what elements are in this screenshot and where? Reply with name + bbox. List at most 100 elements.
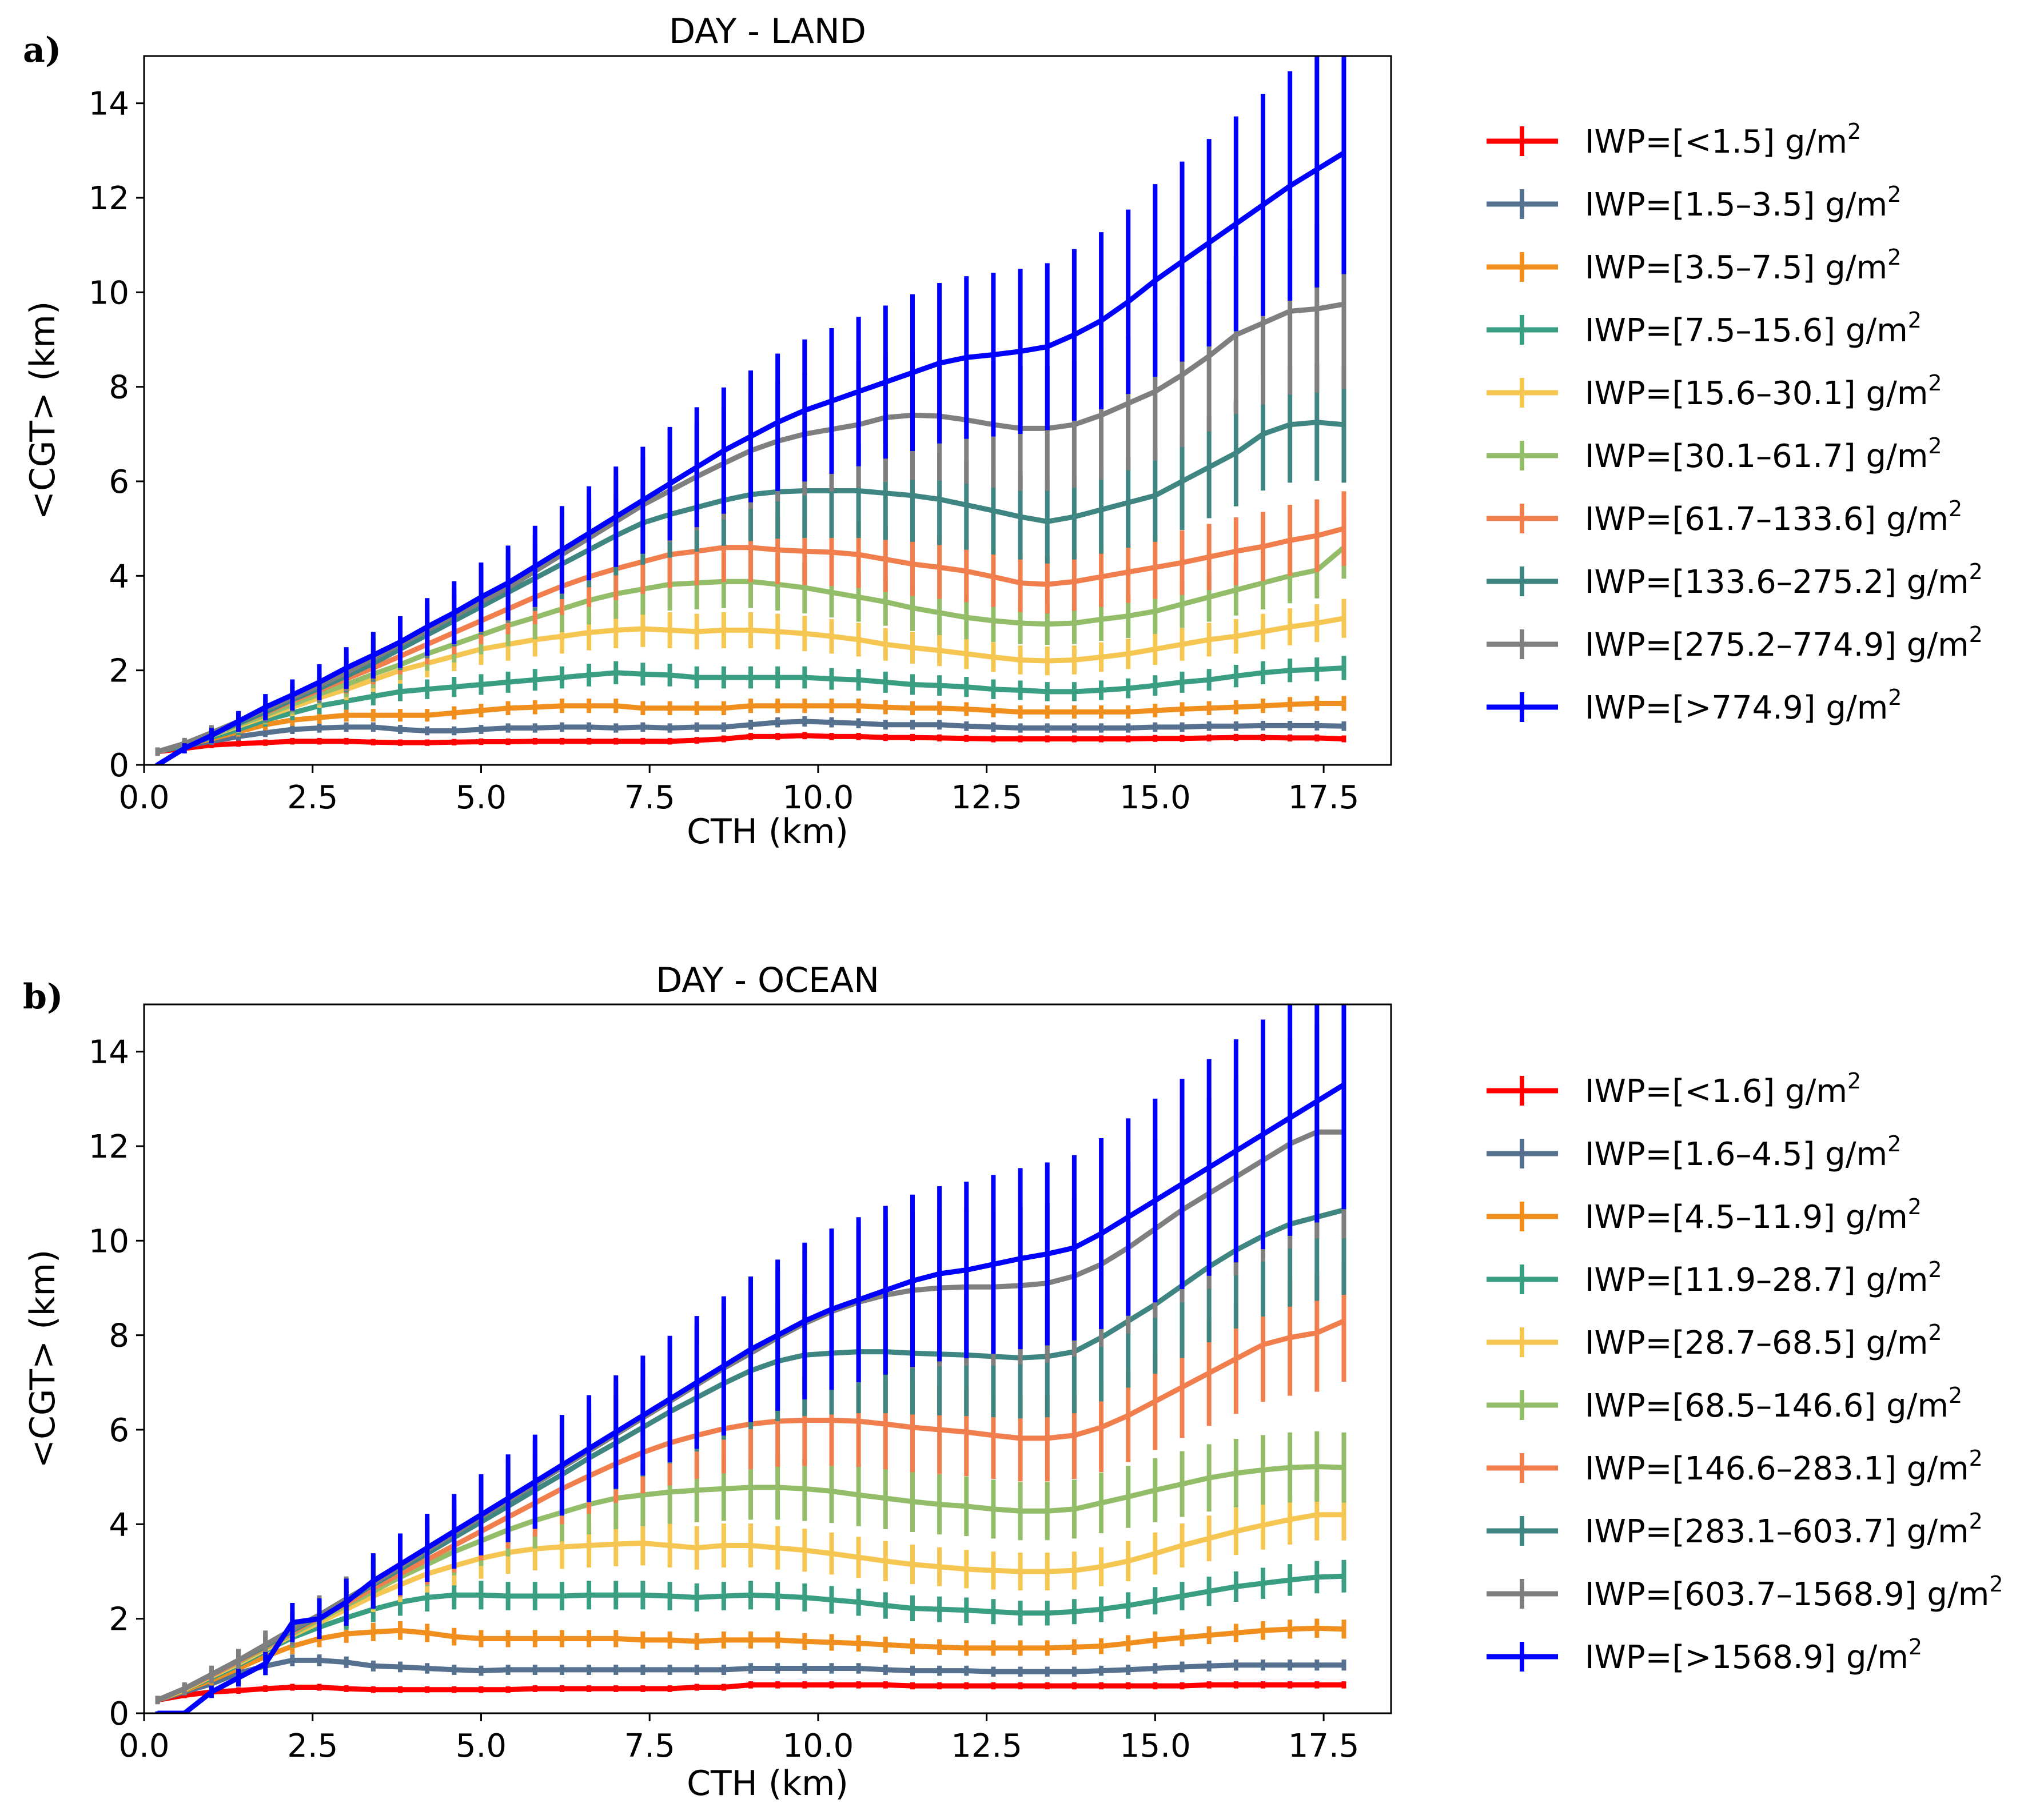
legend-label: IWP=[<1.5] g/m2 xyxy=(1585,119,1861,161)
legend-label: IWP=[603.7–1568.9] g/m2 xyxy=(1585,1571,2003,1613)
legend-label: IWP=[3.5–7.5] g/m2 xyxy=(1585,245,1901,286)
legend-superscript: 2 xyxy=(1989,1571,2003,1597)
y-tick-label: 0 xyxy=(109,1696,129,1733)
series-line xyxy=(156,150,1345,765)
legend-superscript: 2 xyxy=(1887,182,1901,207)
x-tick-label: 5.0 xyxy=(456,779,507,816)
x-tick-label: 2.5 xyxy=(287,1728,338,1765)
series-line xyxy=(157,1082,1345,1713)
x-tick-label: 7.5 xyxy=(624,1728,675,1765)
series-line xyxy=(157,665,1344,755)
legend-superscript: 2 xyxy=(1949,496,1962,521)
y-tick-label: 14 xyxy=(89,1034,129,1071)
series-line xyxy=(157,526,1345,755)
legend-superscript: 2 xyxy=(1908,308,1922,333)
x-tick-label: 5.0 xyxy=(456,1728,507,1765)
series-line xyxy=(157,616,1345,755)
series-line xyxy=(157,719,1344,755)
x-tick-label: 2.5 xyxy=(287,779,338,816)
legend-item: IWP=[283.1–603.7] g/m2 xyxy=(1487,1509,1983,1550)
x-tick-label: 0.0 xyxy=(118,779,169,816)
legend-item: IWP=[>1568.9] g/m2 xyxy=(1487,1634,1922,1676)
legend-superscript: 2 xyxy=(1928,1320,1942,1345)
series-line xyxy=(157,1682,1344,1703)
panel-b: b) DAY - OCEAN 0.0 2.5 5.0 7.5 10.0 12.5 15.0 17.… xyxy=(23,960,2003,1804)
series-5 xyxy=(155,599,1346,755)
legend-item: IWP=[15.6–30.1] g/m2 xyxy=(1487,370,1942,412)
y-tick-label: 12 xyxy=(89,1128,129,1166)
legend: IWP=[<1.5] g/m2 IWP=[1.5–3.5] g/m2 IWP=[3.… xyxy=(1487,119,1983,727)
legend-superscript: 2 xyxy=(1928,1257,1942,1282)
legend-item: IWP=[603.7–1568.9] g/m2 xyxy=(1487,1571,2003,1613)
legend-item: IWP=[1.5–3.5] g/m2 xyxy=(1487,182,1901,224)
y-tick-label: 10 xyxy=(89,274,129,312)
x-tick-label: 0.0 xyxy=(118,1728,169,1765)
y-tick-label: 10 xyxy=(89,1223,129,1260)
legend-label: IWP=[146.6–283.1] g/m2 xyxy=(1585,1446,1983,1487)
legend-label: IWP=[28.7–68.5] g/m2 xyxy=(1585,1320,1942,1362)
legend-label: IWP=[283.1–603.7] g/m2 xyxy=(1585,1509,1983,1550)
legend-item: IWP=[11.9–28.7] g/m2 xyxy=(1487,1257,1942,1299)
y-tick-label: 8 xyxy=(109,369,129,406)
legend-item: IWP=[61.7–133.6] g/m2 xyxy=(1487,496,1962,538)
legend-label: IWP=[1.6–4.5] g/m2 xyxy=(1585,1131,1901,1173)
series-line xyxy=(157,701,1344,755)
legend-item: IWP=[1.6–4.5] g/m2 xyxy=(1487,1131,1901,1173)
legend-label: IWP=[>1568.9] g/m2 xyxy=(1585,1634,1922,1676)
legend-label: IWP=[1.5–3.5] g/m2 xyxy=(1585,182,1901,224)
legend-superscript: 2 xyxy=(1969,1509,1983,1534)
series-2 xyxy=(155,1654,1346,1703)
legend-item: IWP=[7.5–15.6] g/m2 xyxy=(1487,308,1922,349)
x-tick-label: 15.0 xyxy=(1119,1728,1191,1765)
legend-label: IWP=[11.9–28.7] g/m2 xyxy=(1585,1257,1942,1299)
series-1 xyxy=(155,1681,1346,1703)
y-tick-label: 12 xyxy=(89,180,129,217)
legend-item: IWP=[<1.6] g/m2 xyxy=(1487,1068,1861,1110)
legend-superscript: 2 xyxy=(1969,1446,1983,1471)
legend-item: IWP=[68.5–146.6] g/m2 xyxy=(1487,1383,1962,1425)
legend-superscript: 2 xyxy=(1847,119,1861,144)
series-line xyxy=(156,1512,1344,1703)
panel-label: b) xyxy=(23,977,63,1017)
legend-item: IWP=[30.1–61.7] g/m2 xyxy=(1487,433,1942,475)
x-tick-label: 17.5 xyxy=(1288,1728,1360,1765)
legend-superscript: 2 xyxy=(1888,685,1902,710)
x-tick-label: 7.5 xyxy=(624,779,675,816)
y-axis-label: <CGT> (km) xyxy=(23,301,63,520)
y-tick-label: 2 xyxy=(109,1601,129,1638)
x-tick-label: 10.0 xyxy=(783,1728,854,1765)
legend-label: IWP=[30.1–61.7] g/m2 xyxy=(1585,433,1942,475)
legend-label: IWP=[133.6–275.2] g/m2 xyxy=(1585,559,1983,601)
legend-label: IWP=[15.6–30.1] g/m2 xyxy=(1585,370,1942,412)
legend-label: IWP=[4.5–11.9] g/m2 xyxy=(1585,1194,1922,1236)
legend-label: IWP=[275.2–774.9] g/m2 xyxy=(1585,622,1983,664)
legend-item: IWP=[275.2–774.9] g/m2 xyxy=(1487,622,1983,664)
x-tick-label: 15.0 xyxy=(1119,779,1191,816)
y-tick-label: 0 xyxy=(109,747,129,784)
series-line xyxy=(157,1657,1344,1703)
panel-a: a) DAY - LAND 0.0 2.5 5.0 7.5 10.0 12.5 15.0 17.5… xyxy=(23,11,1983,852)
y-tick-label: 4 xyxy=(109,1506,129,1543)
y-tick-label: 14 xyxy=(89,86,129,123)
legend-superscript: 2 xyxy=(1908,1194,1922,1219)
y-tick-label: 4 xyxy=(109,558,129,595)
legend-superscript: 2 xyxy=(1969,559,1983,584)
series-line xyxy=(157,1625,1344,1703)
y-tick-label: 2 xyxy=(109,653,129,690)
legend-superscript: 2 xyxy=(1969,622,1983,647)
chart-title: DAY - OCEAN xyxy=(656,960,879,1000)
legend-superscript: 2 xyxy=(1887,1131,1901,1156)
x-axis-label: CTH (km) xyxy=(687,1764,848,1804)
plot-area xyxy=(155,56,1346,765)
legend-superscript: 2 xyxy=(1928,370,1942,396)
legend-item: IWP=[133.6–275.2] g/m2 xyxy=(1487,559,1983,601)
legend-item: IWP=[<1.5] g/m2 xyxy=(1487,119,1861,161)
series-10 xyxy=(155,56,1346,765)
legend-item: IWP=[>774.9] g/m2 xyxy=(1487,685,1902,727)
x-tick-label: 12.5 xyxy=(951,779,1022,816)
y-axis-label: <CGT> (km) xyxy=(23,1250,63,1469)
y-tick-label: 6 xyxy=(109,464,129,501)
panel-label: a) xyxy=(23,30,61,70)
legend-label: IWP=[7.5–15.6] g/m2 xyxy=(1585,308,1922,349)
